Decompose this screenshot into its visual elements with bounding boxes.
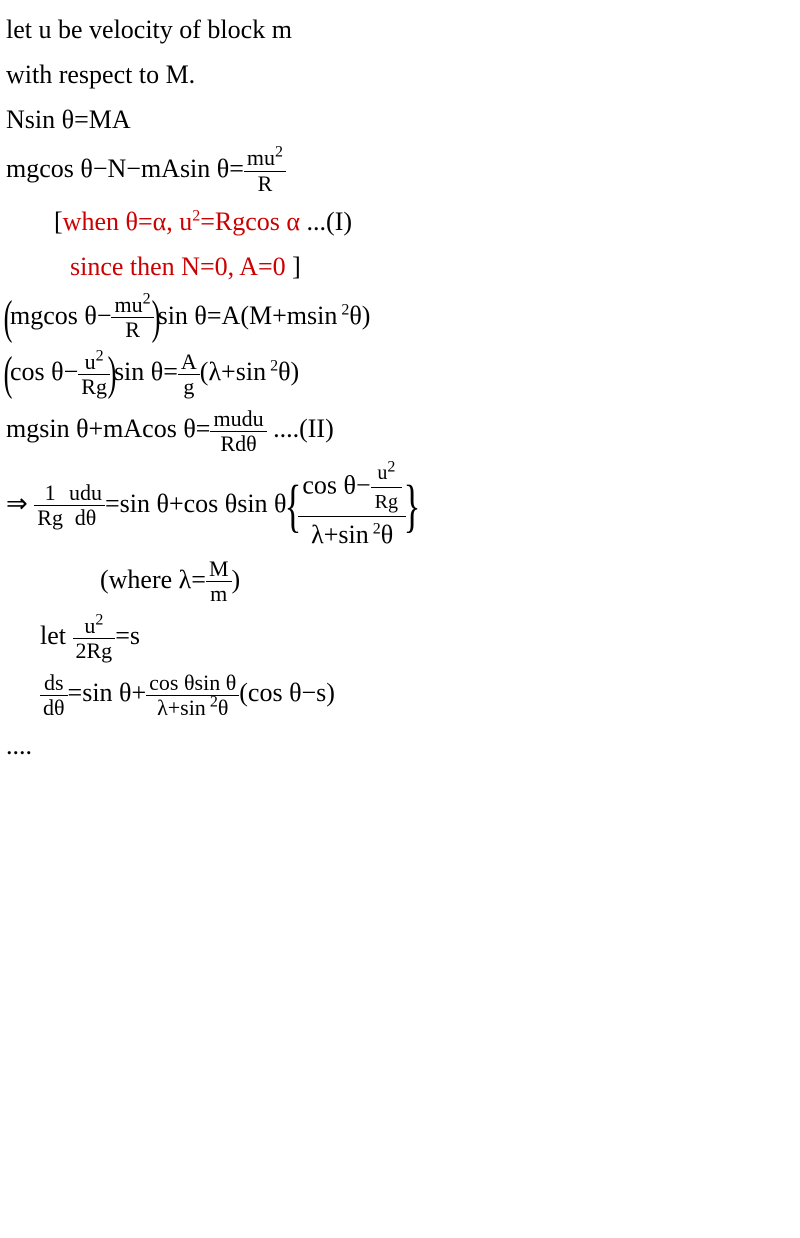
red-text: since then N=0, A=0 [70,252,292,281]
sup: 2 [96,347,104,364]
fraction: udu dθ [66,481,105,530]
line-14: .... [6,726,800,765]
line-3: Nsin θ=MA [6,100,800,139]
num: udu [66,481,105,506]
arrow: ⇒ [6,489,34,518]
num: ds [40,671,68,696]
text: =Rgcos α [200,207,300,236]
num: mu [114,292,142,317]
line-2: with respect to M. [6,55,800,94]
text: (where λ= [100,565,206,594]
den: Rg [371,488,402,513]
text: mgcos θ− [10,301,112,330]
fraction: 1Rg [34,481,66,530]
line-13: dsdθ=sin θ+cos θsin θλ+sin 2θ(cos θ−s) [6,669,800,720]
line-1: let u be velocity of block m [6,10,800,49]
den: R [244,172,286,196]
sup: 2 [143,291,151,308]
text: with respect to M. [6,60,195,89]
red-text: when θ=α, u2=Rgcos α [63,207,300,236]
fraction: u2Rg [371,462,402,513]
fraction: dsdθ [40,671,68,720]
den: dθ [40,696,68,720]
sup: 2 [95,612,103,629]
text: sin θ=A(M+msin [158,301,338,330]
den: R [111,318,153,342]
text: Nsin θ=MA [6,105,131,134]
den: dθ [66,506,105,530]
bracket: ] [292,252,301,281]
sup: 2 [275,144,283,161]
line-11: (where λ=Mm) [6,556,800,607]
text: λ+sin [157,695,206,720]
text: θ) [349,301,370,330]
num: mudu [210,407,266,432]
num: u [84,613,95,638]
num: mu [247,145,275,170]
fraction: muduRdθ [210,407,266,456]
text: =s [115,621,140,650]
text: cos θ− [302,470,370,499]
fraction: mu2 R [244,146,286,195]
den: Rdθ [210,432,266,456]
line-10: ⇒ 1Rgudu dθ=sin θ+cos θsin θ{cos θ−u2Rgλ… [6,462,800,550]
den: 2Rg [73,639,116,663]
text: =sin θ+cos θsin θ [105,489,287,518]
den: Rg [78,375,110,399]
text: θ) [278,357,299,386]
num: u [85,349,96,374]
text: when θ=α, u [63,207,193,236]
text: let [40,621,73,650]
line-6: since then N=0, A=0 ] [6,247,800,286]
big-fraction: cos θ−u2Rgλ+sin 2θ [298,462,406,550]
text: ) [232,565,241,594]
text: θ [218,695,229,720]
den: Rg [34,506,66,530]
den: g [178,375,200,399]
bracket: [ [54,207,63,236]
sup: 2 [369,520,381,537]
text: let u be velocity of block m [6,15,292,44]
line-7: (mgcos θ−mu2R)sin θ=A(M+msin 2θ) [6,292,800,343]
num: u [377,462,387,484]
line-9: mgsin θ+mAcos θ=muduRdθ ....(II) [6,405,800,456]
text: ...(I) [300,207,352,236]
sup: 2 [206,693,218,710]
sup: 2 [266,358,278,375]
text: sin θ= [114,357,178,386]
line-12: let u2 2Rg=s [6,612,800,663]
num: M [206,557,232,582]
text: mgsin θ+mAcos θ= [6,414,210,443]
text: θ [381,520,393,549]
fraction: mu2 R [111,293,153,342]
text: =sin θ+ [68,678,147,707]
text: ....(II) [267,414,334,443]
num: 1 [34,481,66,506]
line-5: [when θ=α, u2=Rgcos α ...(I) [6,202,800,241]
text: λ+sin [311,520,369,549]
line-4: mgcos θ−N−mAsin θ=mu2 R [6,145,800,196]
text: .... [6,731,32,760]
line-8: (cos θ−u2Rg)sin θ=Ag(λ+sin 2θ) [6,348,800,399]
den: m [206,582,232,606]
text: mgcos θ−N−mAsin θ= [6,154,244,183]
fraction: Mm [206,557,232,606]
num: A [178,350,200,375]
fraction: u2 Rg [78,350,110,399]
sup: 2 [337,301,349,318]
fraction: cos θsin θλ+sin 2θ [146,671,239,720]
fraction: Ag [178,350,200,399]
text: (cos θ−s) [239,678,335,707]
text: (λ+sin [200,357,266,386]
text: cos θ− [10,357,78,386]
fraction: u2 2Rg [73,614,116,663]
sup: 2 [387,458,395,475]
num: cos θsin θ [146,671,239,696]
